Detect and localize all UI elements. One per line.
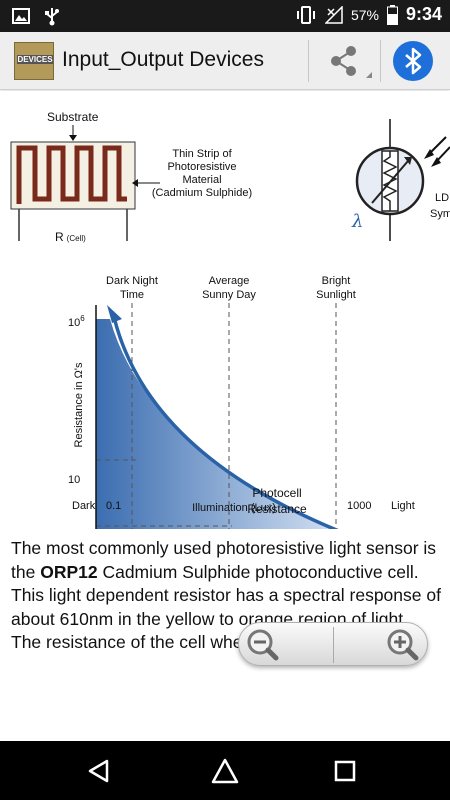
bluetooth-icon (405, 47, 422, 75)
resistance-vs-illumination-diagram: Dark Night Time Average Sunny Day Bright… (95, 275, 356, 529)
label-average-1: Average (209, 275, 250, 287)
y-axis-label: Resistance in Ω's (73, 362, 85, 447)
usb-icon (45, 8, 59, 26)
image-icon (12, 8, 30, 24)
substrate-label: Substrate (47, 110, 99, 124)
navigation-bar (0, 741, 450, 800)
zoom-in-button[interactable] (383, 625, 423, 665)
chart-axis-labels: 106 10 Resistance in Ω's Dark 0.1 Illumi… (68, 314, 415, 514)
zoom-divider (333, 627, 334, 663)
recents-button[interactable] (330, 755, 362, 787)
vibrate-icon (296, 5, 315, 24)
home-button[interactable] (209, 755, 241, 787)
divider (380, 40, 381, 82)
x-axis-label: Illumination (Lux) (192, 502, 276, 514)
ldr-label-2: Sym (430, 208, 450, 220)
label-average-2: Sunny Day (202, 289, 256, 301)
x-max-label: 1000 (347, 500, 371, 512)
battery-percent: 57% (350, 6, 379, 23)
x-dark-label: Dark (72, 500, 96, 512)
zoom-out-button[interactable] (243, 625, 283, 665)
label-dark-night-1: Dark Night (106, 275, 158, 287)
ldr-label-1: LD (435, 192, 449, 204)
y-top-label: 106 (68, 314, 85, 329)
page-title: Input_Output Devices (62, 48, 264, 71)
curve-label-1: Photocell (252, 486, 301, 500)
y-bottom-label: 10 (68, 474, 80, 486)
lambda-symbol: λ (351, 211, 363, 232)
label-bright-2: Sunlight (316, 289, 356, 301)
bluetooth-button[interactable] (393, 41, 433, 81)
r-label: R (Cell) (55, 230, 86, 244)
resistance-curve (112, 316, 339, 529)
app-bar: DEVICES Input_Output Devices (0, 32, 450, 90)
status-bar: 57% 9:34 (0, 0, 450, 32)
strip-label-4: (Cadmium Sulphide) (152, 187, 252, 199)
battery-icon (386, 4, 398, 25)
description-paragraph: The most commonly used photoresistive li… (11, 538, 441, 652)
device-name: ORP12 (40, 561, 98, 582)
share-icon (331, 46, 372, 78)
app-logo-text: DEVICES (17, 55, 53, 64)
strip-label-1: Thin Strip of (172, 148, 232, 160)
app-logo: DEVICES (14, 42, 54, 80)
home-icon (211, 758, 239, 784)
label-dark-night-2: Time (120, 289, 144, 301)
content-area[interactable]: Substrate R (Cell) Thin Strip of Photores… (0, 91, 450, 741)
back-triangle-icon (88, 759, 109, 783)
zoom-out-icon (247, 629, 279, 661)
divider (308, 40, 309, 82)
strip-label-2: Photoresistive (167, 161, 236, 173)
recents-square-icon (334, 760, 356, 782)
curve-area (96, 319, 338, 529)
strip-label-3: Material (182, 174, 221, 186)
zoom-in-icon (387, 629, 419, 661)
clock: 9:34 (405, 4, 442, 24)
resistive-strip (16, 145, 127, 204)
x-light-label: Light (391, 500, 415, 512)
curve-label-2: Resistance (247, 502, 307, 516)
share-button[interactable] (312, 38, 376, 84)
label-bright-1: Bright (322, 275, 351, 287)
no-signal-icon (324, 5, 343, 24)
zoom-control (238, 622, 428, 666)
back-button[interactable] (83, 755, 115, 787)
x-min-label: 0.1 (106, 500, 121, 512)
photoresistor-diagram: Substrate R (Cell) Thin Strip of Photores… (10, 110, 450, 244)
